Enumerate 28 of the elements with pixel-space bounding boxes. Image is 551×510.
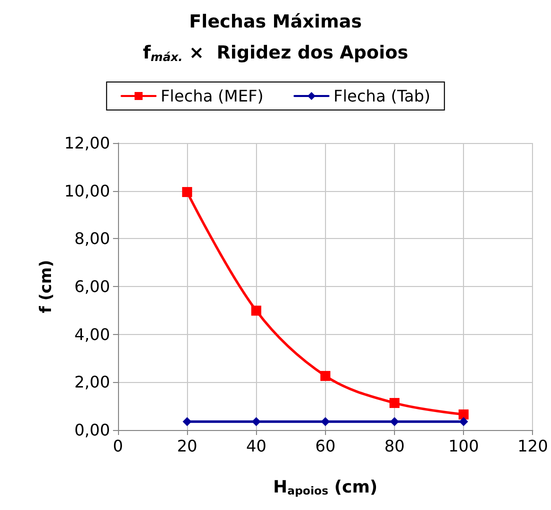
point: [320, 370, 330, 381]
point: [389, 398, 400, 408]
point: [458, 409, 469, 420]
legend-label: Flecha (Tab): [334, 86, 430, 106]
x-tick-label: 0: [112, 436, 124, 456]
y-tick-label: 4,00: [74, 324, 110, 344]
y-axis-title: f (cm): [36, 260, 55, 314]
point: [320, 417, 330, 426]
x-tick-label: 40: [246, 436, 266, 456]
x-tick-label: 80: [384, 436, 405, 456]
x-tick-label: 120: [517, 436, 548, 456]
y-tick-label: 2,00: [74, 372, 110, 392]
x-tick-label: 20: [176, 436, 198, 456]
point: [182, 187, 192, 198]
point: [251, 306, 262, 316]
y-tick-label: 10,00: [64, 181, 110, 200]
x-tick-label: 60: [315, 436, 336, 456]
y-tick-label: 6,00: [74, 277, 110, 296]
legend-label: Flecha (MEF): [160, 86, 264, 106]
y-tick-label: 0,00: [74, 420, 110, 440]
point: [252, 417, 261, 426]
y-tick-label: 12,00: [64, 134, 110, 152]
x-tick-label: 100: [448, 436, 479, 456]
x-axis-title: Hapoios (cm): [273, 477, 378, 498]
chart-title: Flechas Máximas: [189, 12, 362, 32]
point: [459, 417, 468, 426]
y-tick-label: 8,00: [74, 229, 110, 248]
point: [182, 417, 192, 426]
